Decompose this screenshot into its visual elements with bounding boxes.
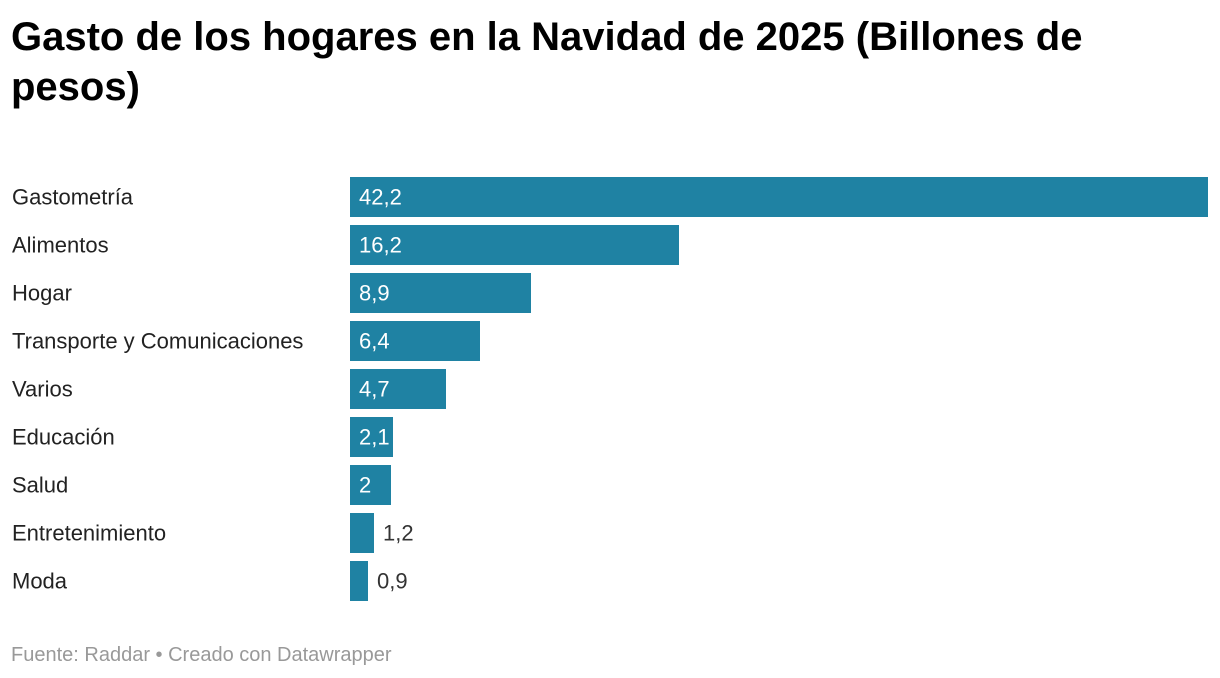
category-label: Salud — [12, 473, 68, 498]
bar[interactable] — [350, 273, 531, 313]
category-label: Moda — [12, 569, 68, 594]
category-label: Entretenimiento — [12, 521, 166, 546]
category-label: Educación — [12, 425, 115, 450]
bar[interactable] — [350, 561, 368, 601]
category-label: Hogar — [12, 281, 72, 306]
footer-source[interactable]: Fuente: Raddar • Creado con Datawrapper — [11, 644, 392, 666]
value-label: 0,9 — [377, 569, 408, 594]
value-label: 8,9 — [359, 281, 390, 306]
bar[interactable] — [350, 177, 1208, 217]
chart-title: Gasto de los hogares en la Navidad de 20… — [11, 15, 1083, 109]
value-label: 2 — [359, 473, 371, 498]
bar[interactable] — [350, 465, 391, 505]
value-label: 42,2 — [359, 185, 402, 210]
bar[interactable] — [350, 513, 374, 553]
category-label: Alimentos — [12, 233, 109, 258]
value-label: 6,4 — [359, 329, 390, 354]
value-label: 16,2 — [359, 233, 402, 258]
value-label: 2,1 — [359, 425, 390, 450]
category-label: Transporte y Comunicaciones — [12, 329, 303, 354]
bar[interactable] — [350, 417, 393, 457]
category-label: Gastometría — [12, 185, 134, 210]
bar[interactable] — [350, 321, 480, 361]
value-label: 4,7 — [359, 377, 390, 402]
bar[interactable] — [350, 369, 446, 409]
bar[interactable] — [350, 225, 679, 265]
value-label: 1,2 — [383, 521, 414, 546]
category-label: Varios — [12, 377, 73, 402]
